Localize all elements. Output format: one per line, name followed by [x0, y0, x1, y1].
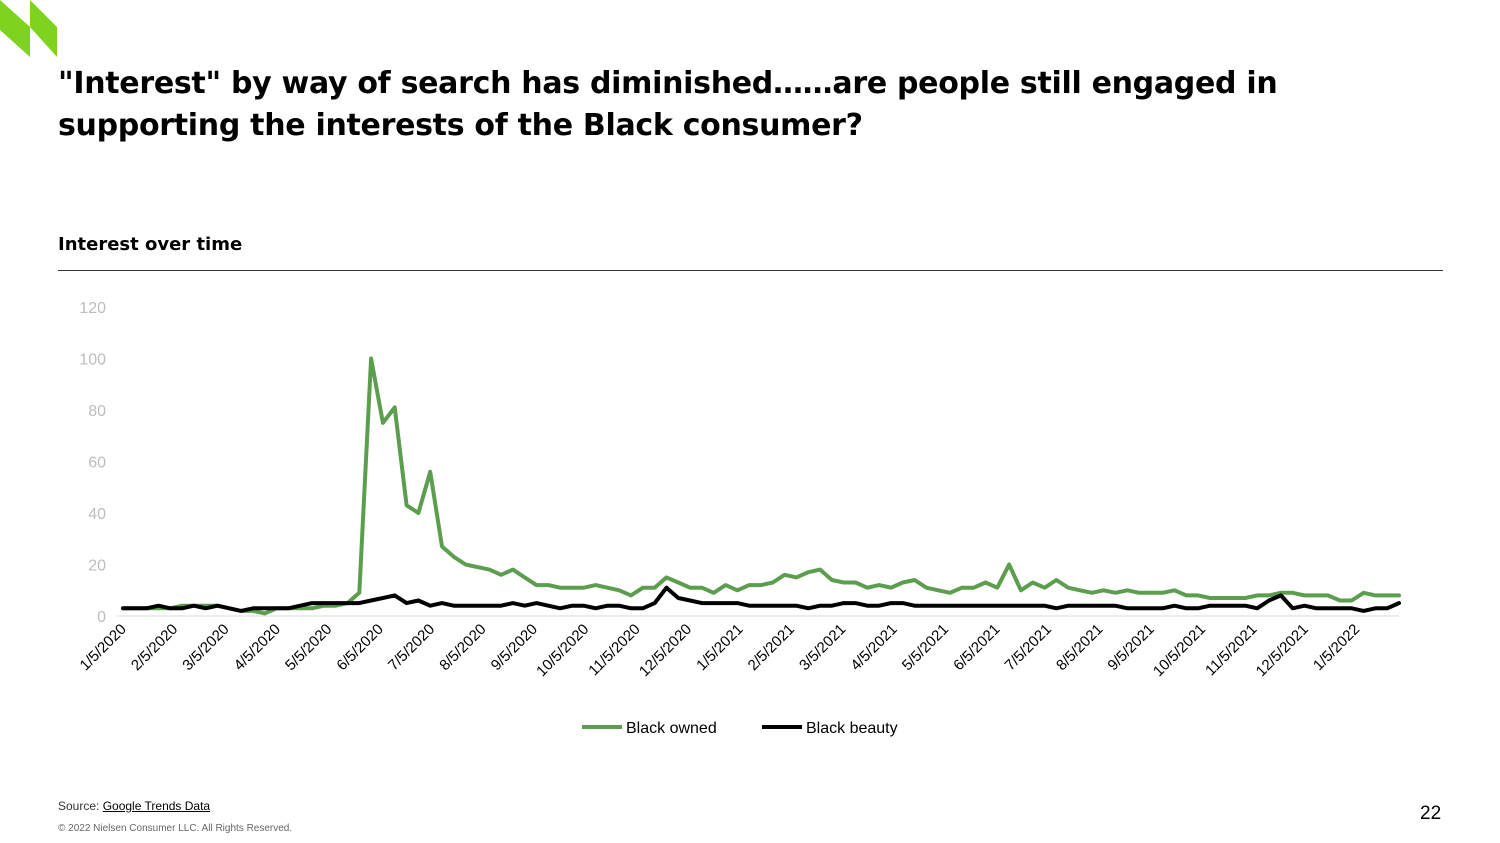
x-tick-label: 12/5/2021: [1253, 621, 1312, 680]
x-tick-label: 10/5/2021: [1150, 621, 1209, 680]
x-tick-label: 1/5/2020: [77, 621, 130, 674]
x-tick-label: 7/5/2020: [385, 621, 438, 674]
series-line-black-beauty: [121, 585, 1401, 613]
x-tick-label: 8/5/2021: [1053, 621, 1106, 674]
x-tick-label: 12/5/2020: [636, 621, 695, 680]
nielsen-logo-mark: [0, 0, 57, 57]
series-line-black-owned: [121, 356, 1401, 616]
chart-subtitle: Interest over time: [58, 234, 243, 255]
x-tick-label: 4/5/2021: [847, 621, 900, 674]
series-lines: [121, 356, 1401, 616]
y-axis: 0 20 40 60 80 100 120: [79, 300, 1399, 626]
x-tick-label: 10/5/2020: [533, 621, 592, 680]
x-tick-label: 5/5/2020: [282, 621, 335, 674]
source-note: Source: Google Trends Data: [58, 799, 210, 813]
x-tick-label: 1/5/2022: [1310, 621, 1363, 674]
x-tick-label: 2/5/2020: [128, 621, 181, 674]
x-axis: 1/5/20202/5/20203/5/20204/5/20205/5/2020…: [77, 621, 1364, 680]
source-label: Source:: [58, 799, 103, 813]
x-tick-label: 1/5/2021: [693, 621, 746, 674]
x-tick-label: 6/5/2020: [333, 621, 386, 674]
y-tick-label: 100: [79, 352, 106, 369]
y-tick-label: 80: [88, 403, 106, 420]
x-tick-label: 8/5/2020: [436, 621, 489, 674]
y-tick-label: 40: [88, 506, 106, 523]
page-title: "Interest" by way of search has diminish…: [58, 66, 1278, 143]
x-tick-label: 3/5/2021: [796, 621, 849, 674]
page-number: 22: [1420, 803, 1442, 824]
chart-legend: Black owned Black beauty: [582, 720, 898, 737]
copyright-notice: © 2022 Nielsen Consumer LLC. All Rights …: [58, 823, 293, 834]
y-tick-label: 0: [97, 609, 106, 626]
x-tick-label: 3/5/2020: [179, 621, 232, 674]
x-tick-label: 5/5/2021: [899, 621, 952, 674]
x-tick-label: 4/5/2020: [231, 621, 284, 674]
x-tick-label: 7/5/2021: [1002, 621, 1055, 674]
subtitle-divider: [58, 270, 1443, 271]
y-tick-label: 20: [88, 558, 106, 575]
x-tick-label: 11/5/2020: [585, 621, 643, 679]
x-tick-label: 6/5/2021: [950, 621, 1003, 674]
legend-label: Black beauty: [806, 720, 898, 737]
x-tick-label: 11/5/2021: [1202, 621, 1260, 679]
x-tick-label: 2/5/2021: [745, 621, 798, 674]
x-tick-label: 9/5/2020: [488, 621, 541, 674]
x-tick-label: 9/5/2021: [1104, 621, 1157, 674]
legend-label: Black owned: [626, 720, 717, 737]
y-tick-label: 120: [79, 300, 106, 317]
y-tick-label: 60: [88, 455, 106, 472]
source-link[interactable]: Google Trends Data: [102, 799, 211, 813]
